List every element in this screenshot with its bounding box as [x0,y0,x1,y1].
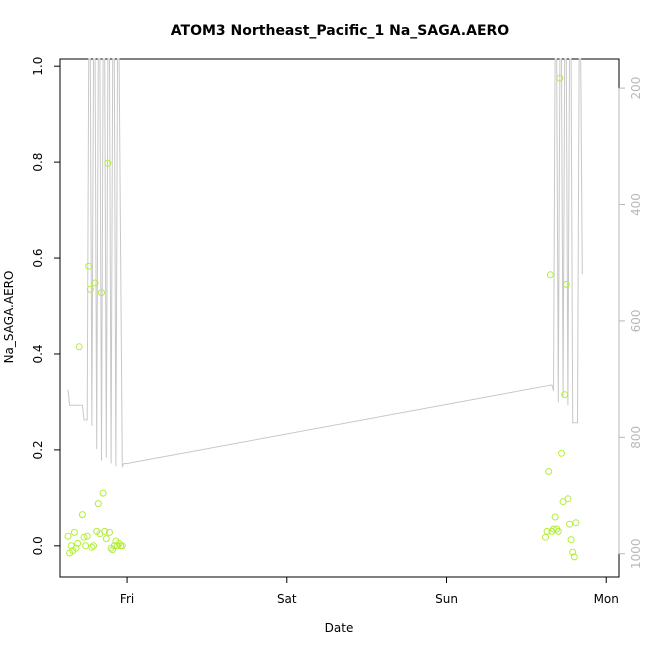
pressure-series-line [67,58,583,469]
y-axis: 0.0 0.2 0.4 0.6 0.8 1.0 [31,57,61,555]
y-axis-label: Na_SAGA.AERO [2,271,16,364]
y-tick-label: 0.0 [31,536,45,555]
y-tick-label: 0.4 [31,344,45,363]
data-point [109,546,117,554]
data-point [64,532,72,540]
data-point [85,262,93,270]
data-points-layer [64,74,580,561]
x-tick-label: Sat [277,592,297,606]
data-point [556,74,564,82]
data-point [91,279,99,287]
y2-tick-label: 200 [629,77,643,100]
x-axis-label: Date [325,621,354,635]
y2-tick-label: 1000 [629,538,643,569]
data-point [543,527,551,535]
x-tick-label: Mon [594,592,619,606]
data-point [83,532,91,540]
data-point [558,449,565,457]
data-point [118,542,126,550]
data-point [88,543,96,551]
y2-tick-label: 400 [629,193,643,216]
y2-axis: 200 400 600 800 1000 [618,77,643,569]
x-tick-label: Fri [120,592,134,606]
data-point [569,548,577,556]
data-point [562,280,570,288]
data-point [98,289,105,297]
data-point [80,533,88,541]
chart-title: ATOM3 Northeast_Pacific_1 Na_SAGA.AERO [171,23,509,39]
data-point [561,391,569,399]
data-point [86,285,94,293]
data-point [99,489,107,497]
data-point [570,553,578,561]
y-tick-label: 0.6 [31,248,45,267]
y-tick-label: 0.2 [31,440,45,459]
data-point [546,271,554,279]
plot-area [59,58,620,578]
data-point [104,159,112,167]
data-point [82,542,90,550]
data-point [94,500,102,508]
y2-tick-label: 600 [629,309,643,332]
y2-tick-label: 800 [629,426,643,449]
y-tick-label: 1.0 [31,57,45,76]
data-point [70,528,78,536]
data-point [75,343,83,351]
data-point [106,528,113,536]
data-point [545,468,553,475]
data-point [551,513,559,521]
data-point [74,539,82,547]
data-point [564,495,572,503]
y-tick-label: 0.8 [31,153,45,172]
x-axis: Fri Sat Sun Mon [120,576,619,606]
data-point [101,527,109,535]
data-point [566,520,573,528]
data-point [572,519,580,527]
data-point [90,542,97,550]
pressure-line-layer [67,58,583,469]
data-point [78,511,86,519]
data-point [567,536,575,544]
data-point [72,544,80,552]
data-point [102,535,110,543]
data-point [542,533,549,541]
data-point [554,527,562,535]
x-tick-label: Sun [435,592,458,606]
